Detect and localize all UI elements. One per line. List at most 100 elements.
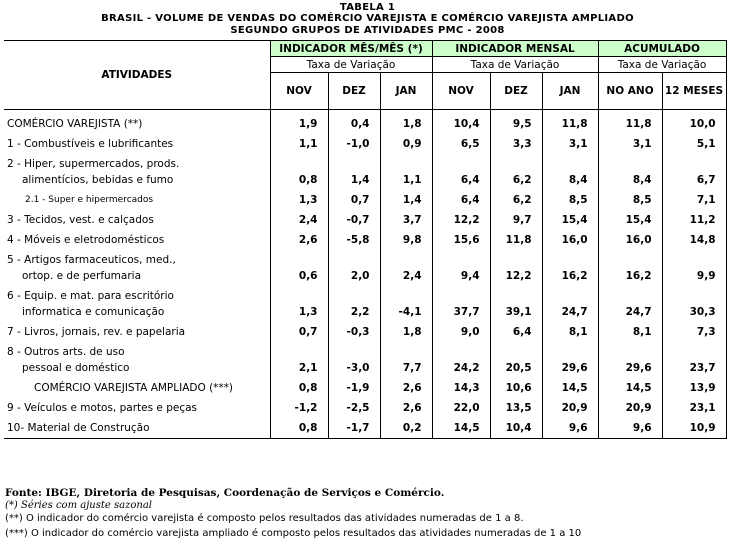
- value-cell: 8,5: [541, 190, 599, 210]
- value-cell: 14,5: [597, 378, 663, 398]
- value-cell: 0,6: [269, 266, 328, 286]
- value-cell: 6,5: [431, 134, 491, 154]
- row-label: informatica e comunicação: [22, 306, 165, 318]
- data-table: ATIVIDADES INDICADOR MÊS/MÊS (*) INDICAD…: [4, 40, 727, 439]
- value-cell: 3,3: [489, 134, 543, 154]
- value-cell: 23,7: [661, 358, 727, 378]
- value-cell: -1,9: [327, 378, 380, 398]
- value-cell: 3,1: [541, 134, 599, 154]
- value-cell: 9,4: [431, 266, 491, 286]
- value-cell: 8,5: [597, 190, 663, 210]
- table-subtitle: BRASIL - VOLUME DE VENDAS DO COMÉRCIO VA…: [101, 13, 634, 24]
- table-row: 5 - Artigos farmaceuticos, med.,: [4, 250, 727, 266]
- value-cell: 1,8: [379, 114, 433, 134]
- col-header: JAN: [541, 72, 599, 110]
- table-row: 8 - Outros arts. de uso: [4, 342, 727, 358]
- table-row: COMÉRCIO VAREJISTA (**) 1,9 0,4 1,8 10,4 9,5 1…: [4, 114, 727, 134]
- value-cell: 10,4: [489, 418, 543, 439]
- value-cell: 9,6: [541, 418, 599, 439]
- value-cell: 8,4: [597, 170, 663, 190]
- value-cell: 12,2: [431, 210, 491, 230]
- value-cell: 10,4: [431, 114, 491, 134]
- value-cell: 15,6: [431, 230, 491, 250]
- row-label: 2.1 - Super e hipermercados: [25, 195, 154, 205]
- table-row: 7 - Livros, jornais, rev. e papelaria 0,7…: [4, 322, 727, 342]
- row-label: COMÉRCIO VAREJISTA (**): [7, 118, 143, 130]
- value-cell: 20,9: [597, 398, 663, 418]
- value-cell: 1,4: [379, 190, 433, 210]
- col-header: NOV: [431, 72, 491, 110]
- value-cell: 10,0: [661, 114, 727, 134]
- value-cell: 11,2: [661, 210, 727, 230]
- value-cell: 12,2: [489, 266, 543, 286]
- value-cell: 7,3: [661, 322, 727, 342]
- value-cell: 24,2: [431, 358, 491, 378]
- value-cell: 1,1: [379, 170, 433, 190]
- value-cell: 11,8: [597, 114, 663, 134]
- value-cell: 23,1: [661, 398, 727, 418]
- value-cell: 8,1: [597, 322, 663, 342]
- value-cell: 1,4: [327, 170, 380, 190]
- value-cell: 8,4: [541, 170, 599, 190]
- value-cell: -5,8: [327, 230, 380, 250]
- row-label: 8 - Outros arts. de uso: [7, 346, 125, 358]
- col-header: JAN: [379, 72, 433, 110]
- value-cell: 1,9: [269, 114, 328, 134]
- value-cell: 24,7: [541, 302, 599, 322]
- value-cell: -0,7: [327, 210, 380, 230]
- table-row: informatica e comunicação 1,3 2,2 -4,1 37,7 3…: [4, 302, 727, 322]
- row-label: 1 - Combustíveis e lubrificantes: [7, 138, 174, 150]
- value-cell: 0,2: [379, 418, 433, 439]
- rate-header: Taxa de Variação: [269, 56, 433, 73]
- value-cell: 6,2: [489, 170, 543, 190]
- table-row: 9 - Veículos e motos, partes e peças -1,2…: [4, 398, 727, 418]
- value-cell: 8,1: [541, 322, 599, 342]
- value-cell: 2,4: [379, 266, 433, 286]
- table-row: 3 - Tecidos, vest. e calçados 2,4 -0,7 3,7 1…: [4, 210, 727, 230]
- value-cell: 0,8: [269, 170, 328, 190]
- value-cell: 14,5: [541, 378, 599, 398]
- value-cell: 11,8: [489, 230, 543, 250]
- value-cell: 11,8: [541, 114, 599, 134]
- activities-header: ATIVIDADES: [4, 40, 270, 110]
- value-cell: 37,7: [431, 302, 491, 322]
- table-row: 1 - Combustíveis e lubrificantes 1,1 -1,0 0…: [4, 134, 727, 154]
- value-cell: 16,0: [541, 230, 599, 250]
- value-cell: 2,6: [379, 398, 433, 418]
- value-cell: 14,5: [431, 418, 491, 439]
- value-cell: 10,9: [661, 418, 727, 439]
- row-label: ortop. e de perfumaria: [22, 270, 142, 282]
- value-cell: 6,2: [489, 190, 543, 210]
- table-row: 2 - Hiper, supermercados, prods.: [4, 154, 727, 170]
- value-cell: 0,4: [327, 114, 380, 134]
- value-cell: 1,3: [269, 190, 328, 210]
- col-header: DEZ: [489, 72, 543, 110]
- value-cell: 0,9: [379, 134, 433, 154]
- row-label: 3 - Tecidos, vest. e calçados: [7, 214, 154, 226]
- value-cell: 14,8: [661, 230, 727, 250]
- row-label: 4 - Móveis e eletrodomésticos: [7, 234, 165, 246]
- value-cell: 2,4: [269, 210, 328, 230]
- value-cell: 15,4: [597, 210, 663, 230]
- value-cell: 6,4: [431, 190, 491, 210]
- value-cell: 29,6: [541, 358, 599, 378]
- col-header: NO ANO: [597, 72, 663, 110]
- table-row: 6 - Equip. e mat. para escritório: [4, 286, 727, 302]
- value-cell: -3,0: [327, 358, 380, 378]
- value-cell: 1,3: [269, 302, 328, 322]
- value-cell: 7,1: [661, 190, 727, 210]
- value-cell: 2,0: [327, 266, 380, 286]
- value-cell: 29,6: [597, 358, 663, 378]
- value-cell: 22,0: [431, 398, 491, 418]
- table-subtitle-2: SEGUNDO GRUPOS DE ATIVIDADES PMC - 2008: [230, 25, 505, 36]
- value-cell: 1,1: [269, 134, 328, 154]
- value-cell: -2,5: [327, 398, 380, 418]
- table-row: 4 - Móveis e eletrodomésticos 2,6 -5,8 9,8 1…: [4, 230, 727, 250]
- value-cell: 2,6: [379, 378, 433, 398]
- value-cell: 6,7: [661, 170, 727, 190]
- row-label: 6 - Equip. e mat. para escritório: [7, 290, 174, 302]
- value-cell: 15,4: [541, 210, 599, 230]
- value-cell: 9,7: [489, 210, 543, 230]
- value-cell: 6,4: [489, 322, 543, 342]
- table-title: TABELA 1: [339, 2, 396, 13]
